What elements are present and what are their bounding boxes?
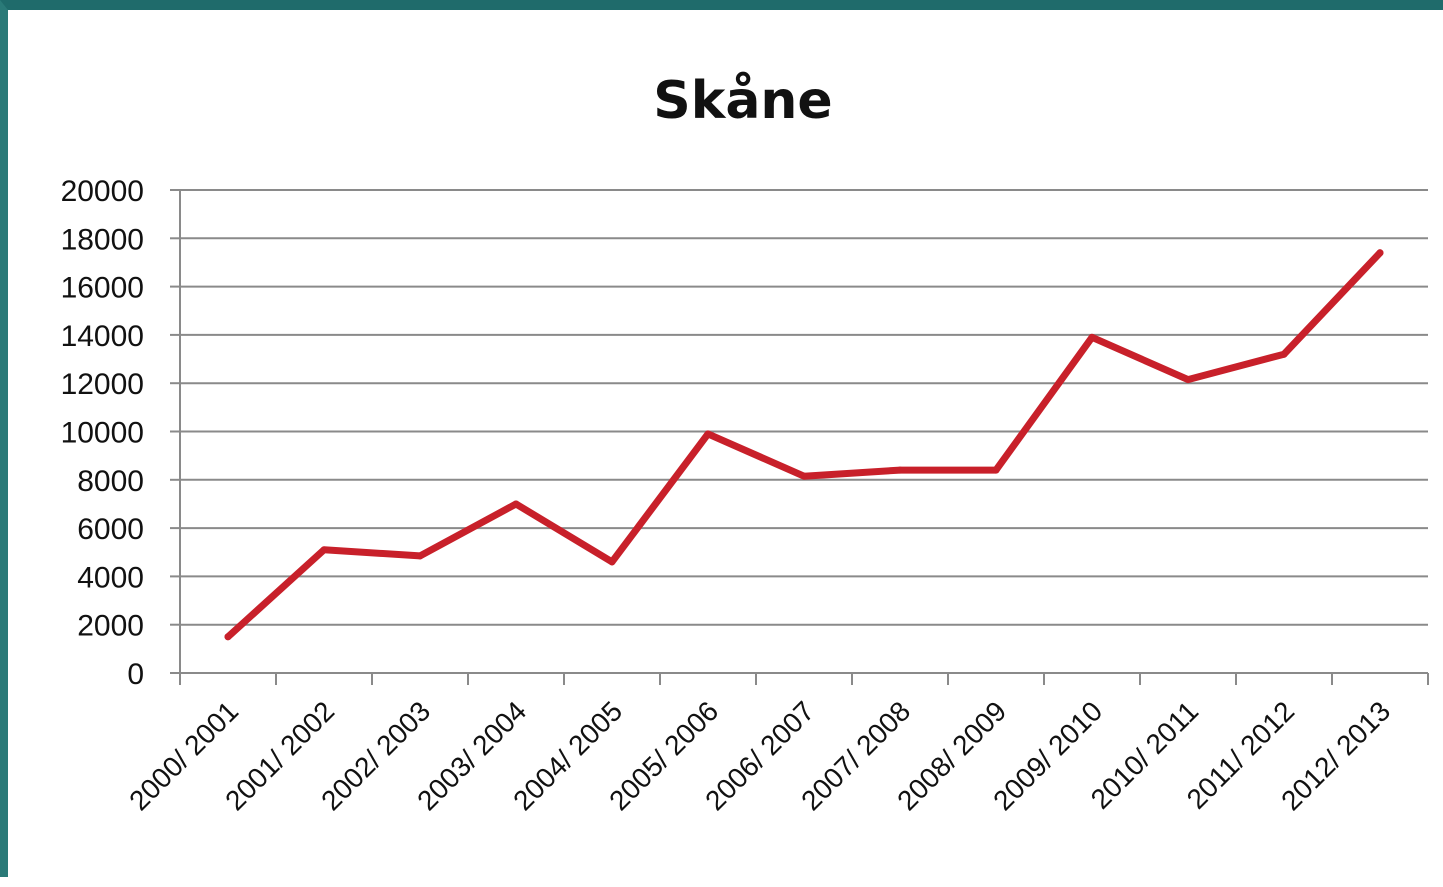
- y-tick-label: 12000: [61, 368, 144, 401]
- data-point: [512, 500, 520, 508]
- data-point: [1280, 350, 1288, 358]
- y-tick-label: 14000: [61, 320, 144, 353]
- y-axis-tick-labels: 0 2000 4000 6000 8000 10000 12000 14000 16000 180…: [61, 175, 144, 691]
- data-point: [800, 472, 808, 480]
- axes: [170, 189, 1429, 685]
- y-tick-label: 6000: [77, 513, 144, 546]
- data-point: [1088, 333, 1096, 341]
- y-tick-label: 16000: [61, 272, 144, 305]
- data-point: [1376, 249, 1384, 257]
- data-point: [320, 546, 328, 554]
- data-point: [896, 466, 904, 474]
- data-point: [1184, 376, 1192, 384]
- line-chart: Skåne 0 2000 4000 6000 8000 10000 12000 14000 16…: [61, 71, 1429, 816]
- chart-title: Skåne: [653, 71, 832, 131]
- data-point: [224, 633, 232, 641]
- y-tick-label: 8000: [77, 465, 144, 498]
- series-layer: [224, 249, 1384, 641]
- series-line: [224, 249, 1384, 641]
- data-point: [704, 430, 712, 438]
- y-tick-label: 0: [127, 658, 144, 691]
- y-tick-label: 18000: [61, 223, 144, 256]
- data-point: [992, 466, 1000, 474]
- y-tick-label: 4000: [77, 561, 144, 594]
- y-tick-label: 2000: [77, 610, 144, 643]
- y-tick-label: 20000: [61, 175, 144, 208]
- data-point: [608, 558, 616, 566]
- data-point: [416, 552, 424, 560]
- gridlines: [180, 189, 1428, 626]
- y-tick-label: 10000: [61, 417, 144, 450]
